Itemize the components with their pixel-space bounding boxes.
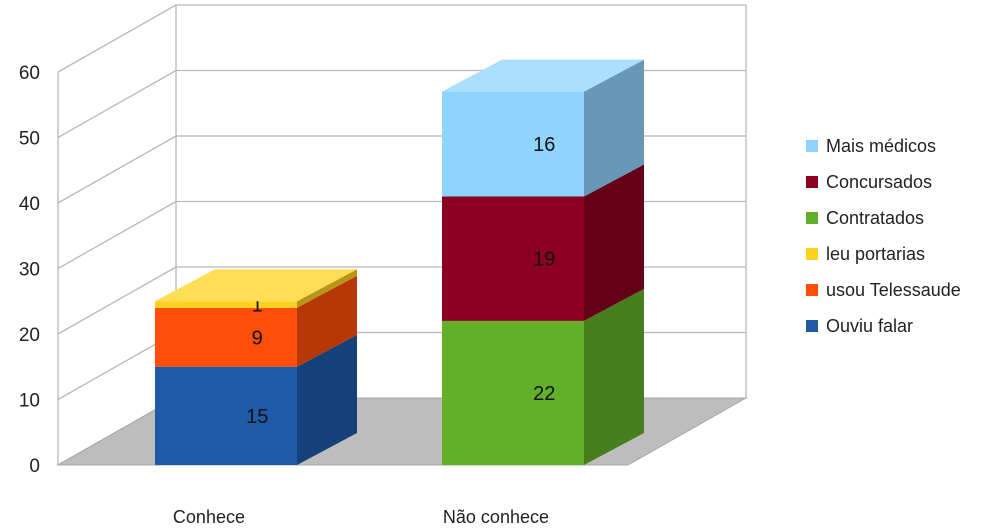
y-tick-label: 30 bbox=[19, 260, 40, 281]
data-label: 19 bbox=[533, 249, 555, 271]
legend-label: leu portarias bbox=[826, 244, 925, 264]
y-tick-label: 10 bbox=[19, 391, 40, 412]
data-label: 22 bbox=[533, 383, 555, 405]
bar-segment-side bbox=[297, 275, 357, 367]
legend-label: Ouviu falar bbox=[826, 316, 913, 336]
legend-swatch bbox=[806, 212, 818, 224]
side-gridline bbox=[57, 135, 177, 204]
data-label: 16 bbox=[533, 134, 555, 156]
y-tick-label: 40 bbox=[19, 194, 40, 215]
legend-swatch bbox=[806, 176, 818, 188]
bar-segment bbox=[155, 307, 297, 367]
bar-top-face bbox=[442, 59, 644, 92]
bar-segment-side bbox=[584, 59, 644, 197]
legend: Mais médicos Concursados Contratados leu po… bbox=[806, 136, 961, 336]
y-tick-label: 0 bbox=[29, 456, 40, 477]
x-category-label: Conhece bbox=[173, 507, 245, 527]
x-category-label: Não conhece bbox=[443, 507, 549, 527]
y-tick-label: 50 bbox=[19, 129, 40, 150]
side-gridline bbox=[57, 200, 177, 270]
legend-swatch bbox=[806, 248, 818, 260]
legend-label: Contratados bbox=[826, 208, 924, 228]
y-tick-label: 60 bbox=[19, 63, 40, 84]
bar-segment bbox=[442, 91, 584, 197]
side-gridline bbox=[57, 69, 177, 139]
legend-label: Mais médicos bbox=[826, 136, 936, 156]
legend-swatch bbox=[806, 284, 818, 296]
bar-segment bbox=[442, 196, 584, 321]
data-label: 9 bbox=[252, 327, 263, 349]
bar-segment-side bbox=[584, 164, 644, 321]
bar-segment-side bbox=[584, 288, 644, 465]
bar-top-face bbox=[155, 269, 357, 302]
bar-segment-side bbox=[297, 269, 357, 308]
bars: 15 9 1 22 19 16 bbox=[155, 59, 644, 465]
data-label: 15 bbox=[246, 406, 268, 428]
bar-segment bbox=[155, 366, 297, 465]
bar-segment bbox=[442, 320, 584, 465]
side-gridline bbox=[57, 4, 177, 73]
legend-swatch bbox=[806, 320, 818, 332]
y-tick-label: 20 bbox=[19, 325, 40, 346]
bar-segment-side bbox=[297, 334, 357, 465]
side-gridline bbox=[57, 266, 177, 335]
data-label: 1 bbox=[252, 295, 263, 317]
bar-segment bbox=[155, 301, 297, 308]
x-axis: Conhece Não conhece bbox=[173, 507, 549, 527]
legend-label: usou Telessaude bbox=[826, 280, 961, 300]
legend-swatch bbox=[806, 140, 818, 152]
legend-label: Concursados bbox=[826, 172, 932, 192]
y-axis: 0 10 20 30 40 50 60 bbox=[19, 63, 40, 477]
